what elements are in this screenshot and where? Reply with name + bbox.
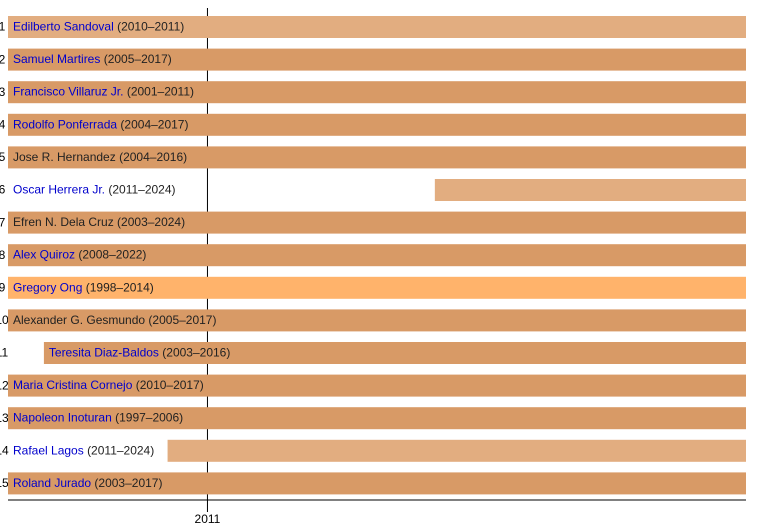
row-label: Alex Quiroz (2008–2022) xyxy=(13,248,146,262)
row-label: Francisco Villaruz Jr. (2001–2011) xyxy=(13,85,194,99)
person-name: Napoleon Inoturan xyxy=(13,411,112,425)
person-name: Jose R. Hernandez xyxy=(13,150,116,164)
person-name: Alex Quiroz xyxy=(13,248,75,262)
row-number: 11 xyxy=(0,346,9,360)
row-label: Jose R. Hernandez (2004–2016) xyxy=(13,150,187,164)
bar xyxy=(8,276,746,299)
term: (1997–2006) xyxy=(115,411,183,425)
term: (2005–2017) xyxy=(104,52,172,66)
row-number: 14 xyxy=(0,443,9,457)
row-number: 3 xyxy=(0,85,6,99)
row-label: Alexander G. Gesmundo (2005–2017) xyxy=(13,313,216,327)
term: (2003–2017) xyxy=(94,476,162,490)
person-name: Samuel Martires xyxy=(13,52,100,66)
bar xyxy=(8,244,746,267)
person-name: Efren N. Dela Cruz xyxy=(13,215,114,229)
person-name: Roland Jurado xyxy=(13,476,91,490)
term: (2011–2024) xyxy=(87,443,154,457)
bar xyxy=(8,16,746,38)
term: (2003–2016) xyxy=(162,346,230,360)
bar xyxy=(434,179,746,201)
row-number: 10 xyxy=(0,313,9,327)
bar xyxy=(8,211,746,234)
person-name: Oscar Herrera Jr. xyxy=(13,183,105,197)
person-name: Alexander G. Gesmundo xyxy=(13,313,145,327)
row-label: Rafael Lagos (2011–2024) xyxy=(13,443,154,457)
term: (2003–2024) xyxy=(117,215,185,229)
bar xyxy=(8,374,746,397)
person-name: Rafael Lagos xyxy=(13,443,84,457)
term: (1998–2014) xyxy=(86,280,154,294)
row-number: 12 xyxy=(0,378,9,392)
row-number: 5 xyxy=(0,150,6,164)
term: (2010–2017) xyxy=(136,378,204,392)
row-number: 2 xyxy=(0,52,6,66)
row-label: Teresita Diaz-Baldos (2003–2016) xyxy=(49,346,230,360)
bar xyxy=(8,472,746,495)
row-label: Oscar Herrera Jr. (2011–2024) xyxy=(13,183,176,197)
row-label: Edilberto Sandoval (2010–2011) xyxy=(13,20,184,34)
row-number: 7 xyxy=(0,215,6,229)
x-tick-label: 2011 xyxy=(195,512,221,525)
term: (2011–2024) xyxy=(108,183,175,197)
person-name: Teresita Diaz-Baldos xyxy=(49,346,159,360)
bar xyxy=(8,309,746,332)
row-label: Roland Jurado (2003–2017) xyxy=(13,476,162,490)
term: (2010–2011) xyxy=(117,20,184,34)
row-number: 1 xyxy=(0,20,6,34)
person-name: Gregory Ong xyxy=(13,280,82,294)
person-name: Rodolfo Ponferrada xyxy=(13,117,117,131)
person-name: Maria Cristina Cornejo xyxy=(13,378,133,392)
bar xyxy=(8,407,746,430)
row-number: 6 xyxy=(0,183,6,197)
bar xyxy=(8,48,746,71)
row-label: Gregory Ong (1998–2014) xyxy=(13,280,154,294)
bar xyxy=(8,146,746,169)
term: (2004–2017) xyxy=(120,117,188,131)
row-label: Napoleon Inoturan (1997–2006) xyxy=(13,411,183,425)
term: (2004–2016) xyxy=(119,150,187,164)
bar xyxy=(43,342,746,364)
row-number: 8 xyxy=(0,248,6,262)
row-number: 15 xyxy=(0,476,9,490)
row-number: 9 xyxy=(0,280,6,294)
bar xyxy=(8,113,746,136)
row-label: Samuel Martires (2005–2017) xyxy=(13,52,172,66)
row-number: 13 xyxy=(0,411,9,425)
person-name: Edilberto Sandoval xyxy=(13,20,114,34)
row-number: 4 xyxy=(0,117,6,131)
bar xyxy=(8,81,746,104)
row-label: Maria Cristina Cornejo (2010–2017) xyxy=(13,378,204,392)
term: (2008–2022) xyxy=(78,248,146,262)
term: (2001–2011) xyxy=(127,85,194,99)
bar xyxy=(167,439,746,462)
row-label: Rodolfo Ponferrada (2004–2017) xyxy=(13,117,188,131)
row-label: Efren N. Dela Cruz (2003–2024) xyxy=(13,215,185,229)
term: (2005–2017) xyxy=(148,313,216,327)
person-name: Francisco Villaruz Jr. xyxy=(13,85,123,99)
